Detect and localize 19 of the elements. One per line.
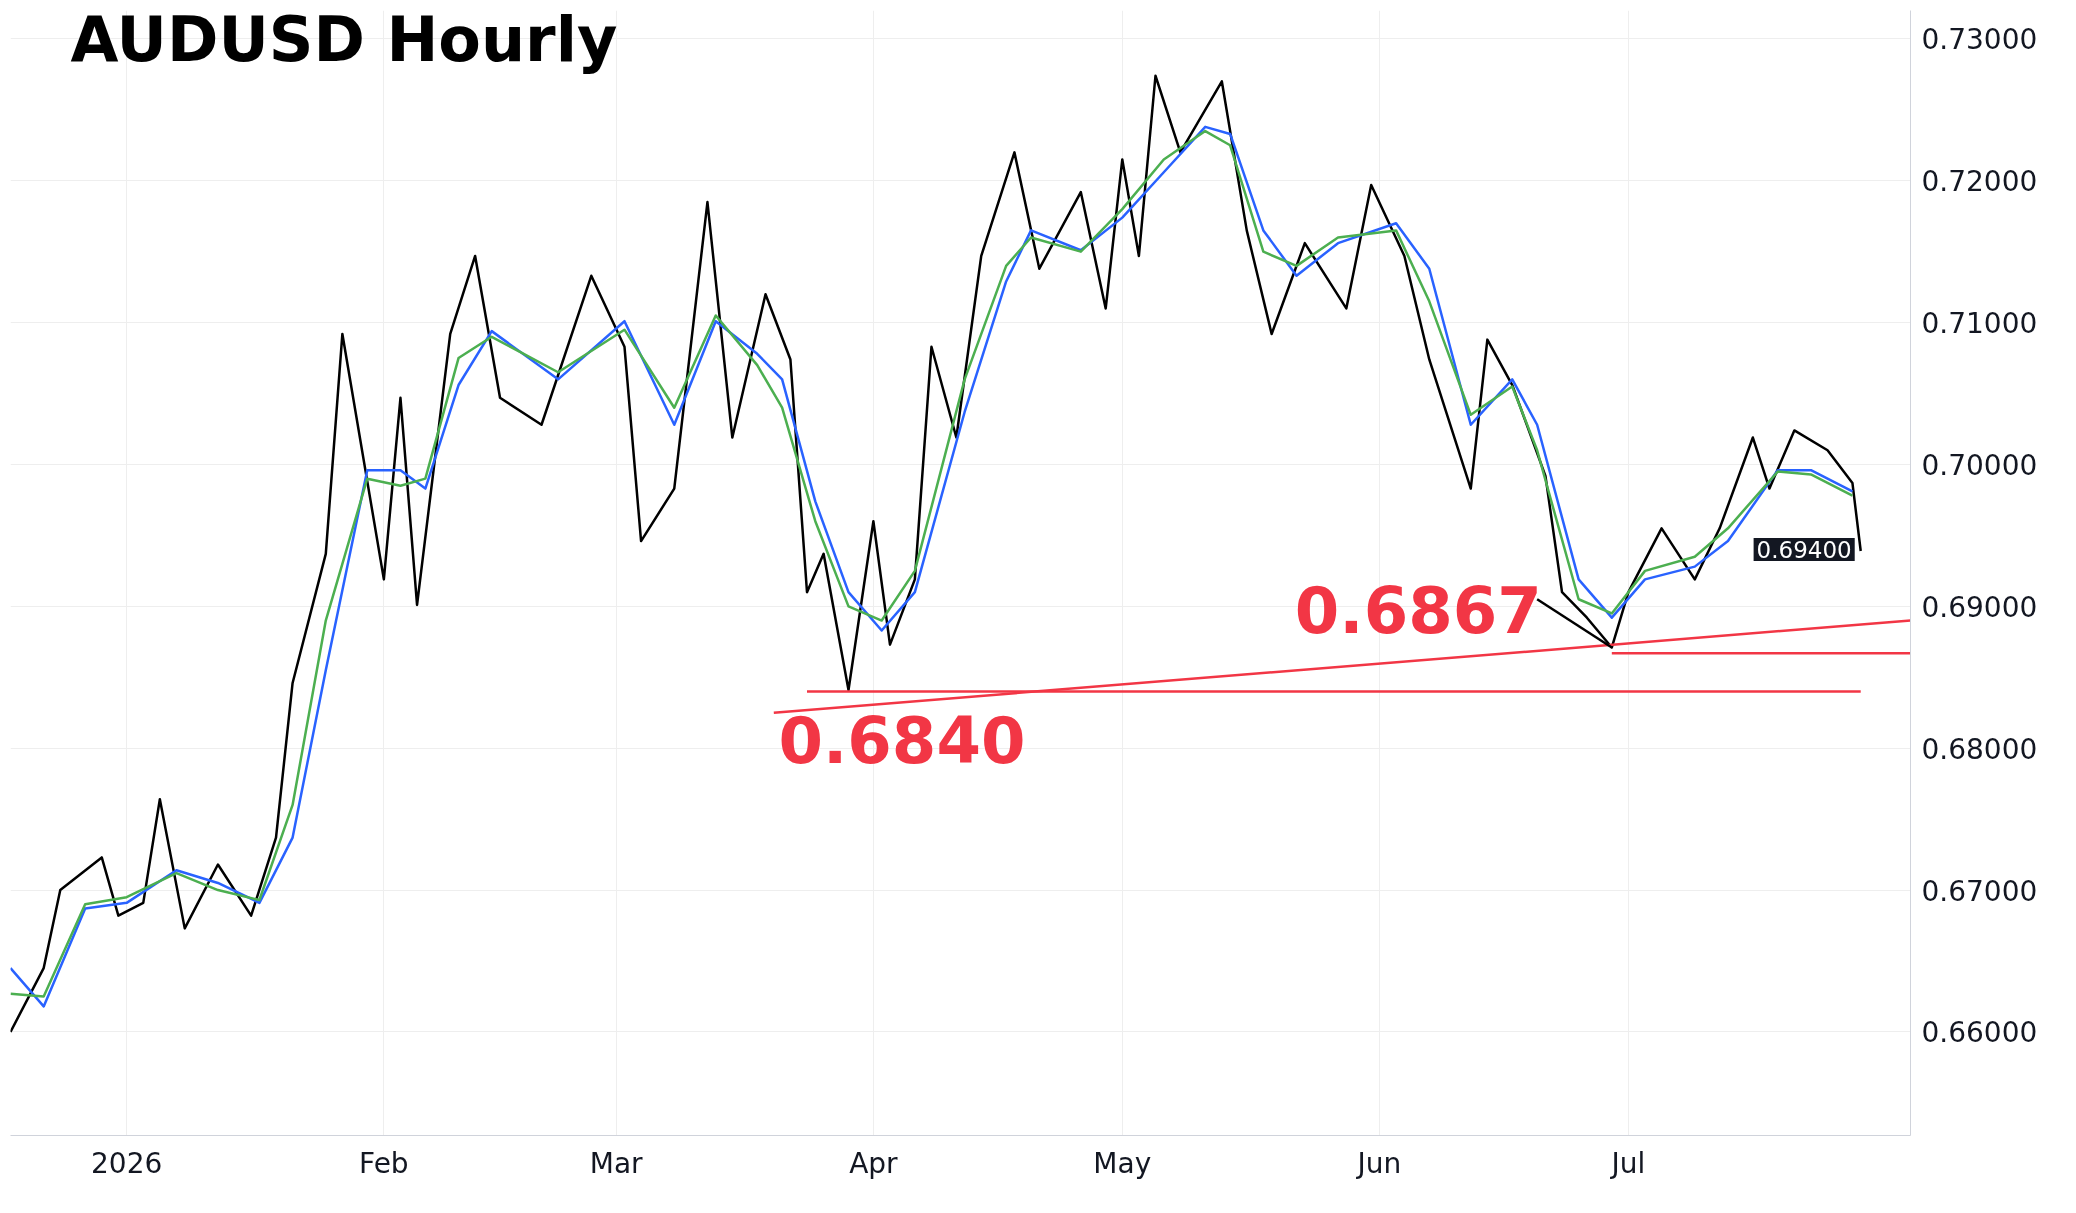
x-tick-label: Apr [849,1146,899,1180]
annotation: 0.6840 [778,704,1026,779]
x-tick-label: Mar [589,1146,644,1180]
x-tick-label: Jul [1609,1146,1646,1180]
y-tick-label: 0.69000 [1921,590,2038,624]
x-tick-label: May [1093,1146,1152,1180]
y-tick-label: 0.71000 [1921,307,2038,341]
x-tick-label: Jun [1355,1146,1402,1180]
y-tick-label: 0.72000 [1921,165,2038,199]
y-tick-label: 0.70000 [1921,448,2038,482]
y-tick-label: 0.73000 [1921,23,2038,57]
y-tick-label: 0.66000 [1921,1016,2038,1050]
x-tick-label: 2026 [91,1146,163,1180]
annotation: 0.6867 [1294,574,1542,649]
x-tick-label: Feb [359,1146,409,1180]
chart-title: AUDUSD Hourly [70,2,618,76]
y-tick-label: 0.67000 [1921,874,2038,908]
annotation: 0.69400 [1756,537,1852,564]
y-tick-label: 0.68000 [1921,732,2038,766]
